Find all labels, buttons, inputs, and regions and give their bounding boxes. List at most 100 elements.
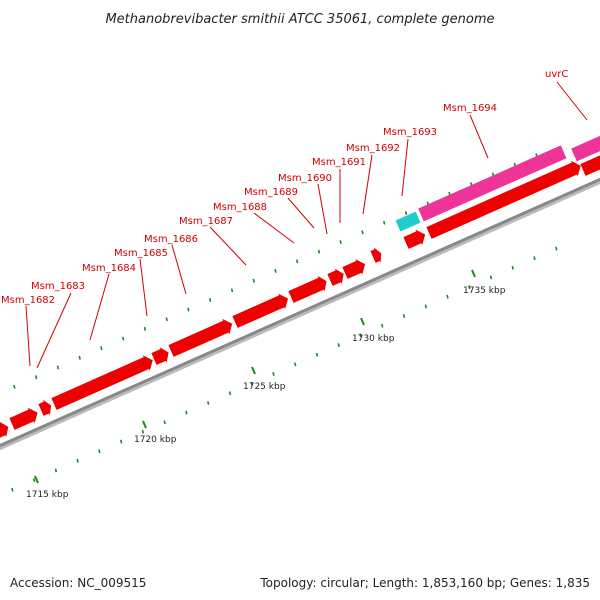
cds-feature-10 — [342, 259, 366, 279]
leader-msm-1686 — [171, 244, 187, 295]
lower-minor-tick-1 — [11, 487, 14, 492]
leader-msm-1687 — [209, 226, 247, 266]
gene-feature-msm-1694 — [418, 143, 568, 222]
gene-labels: Msm_1682 Msm_1683 Msm_1684 Msm_1685 Msm_… — [1, 69, 568, 306]
gene-label-msm-1693: Msm_1693 — [383, 127, 437, 138]
leader-uvrc — [556, 81, 588, 121]
gene-label-msm-1682: Msm_1682 — [1, 295, 55, 306]
leader-msm-1688 — [253, 212, 295, 244]
upper-minor-tick-5 — [100, 346, 103, 351]
lower-minor-tick-24 — [511, 265, 514, 270]
cds-feature-6 — [168, 318, 233, 357]
lower-minor-tick-14 — [294, 362, 297, 367]
tick-label-1725: 1725 kbp — [243, 382, 286, 392]
cds-feature-7 — [232, 293, 288, 328]
lower-minor-tick-23 — [489, 275, 493, 280]
lower-minor-tick-11 — [228, 391, 232, 396]
leader-msm-1683 — [36, 292, 72, 369]
lower-minor-tick-10 — [207, 401, 210, 405]
upper-minor-tick-4 — [78, 355, 81, 360]
upper-minor-tick-10 — [209, 298, 212, 302]
genome-summary-text: Topology: circular; Length: 1,853,160 bp… — [260, 576, 590, 590]
gene-label-msm-1694: Msm_1694 — [443, 103, 497, 114]
backbone — [0, 177, 600, 448]
tick-labels: 1715 kbp 1720 kbp 1725 kbp 1730 kbp 1735… — [26, 286, 506, 500]
cds-feature-13 — [426, 160, 581, 239]
backbone-shadow — [0, 180, 600, 451]
lower-minor-tick-21 — [446, 294, 449, 299]
upper-minor-tick-3 — [56, 365, 60, 370]
major-tick-1720 — [142, 420, 147, 429]
gene-label-msm-1691: Msm_1691 — [312, 157, 366, 168]
cds-feature-14 — [580, 155, 600, 176]
upper-minor-tick-1 — [13, 384, 16, 389]
leader-msm-1689 — [287, 197, 315, 229]
lower-minor-tick-4 — [76, 458, 79, 463]
upper-minor-tick-12 — [252, 278, 255, 283]
major-tick-1725 — [251, 366, 256, 375]
lower-minor-tick-15 — [315, 352, 319, 357]
upper-minor-tick-17 — [361, 230, 364, 235]
major-tick-1730 — [360, 317, 365, 326]
gene-label-uvrc: uvrC — [545, 69, 568, 80]
leader-msm-1694 — [469, 114, 489, 159]
leader-msm-1684 — [89, 273, 110, 341]
gene-label-msm-1688: Msm_1688 — [213, 202, 267, 213]
lower-minor-tick-5 — [98, 449, 101, 454]
cds-feature-2 — [9, 407, 38, 430]
upper-minor-tick-18 — [383, 220, 386, 225]
cds-feature-1 — [0, 421, 9, 438]
upper-minor-tick-19 — [404, 211, 408, 215]
label-leaders — [25, 81, 588, 369]
cds-feature-8 — [288, 275, 327, 303]
gene-label-msm-1685: Msm_1685 — [114, 248, 168, 259]
lower-minor-tick-25 — [533, 256, 536, 261]
lower-minor-tick-20 — [424, 304, 427, 309]
lower-minor-tick-7 — [141, 429, 145, 434]
lower-minor-tick-6 — [120, 439, 123, 444]
gene-label-msm-1690: Msm_1690 — [278, 173, 332, 184]
upper-minor-tick-2 — [35, 375, 38, 380]
gene-label-msm-1683: Msm_1683 — [31, 281, 85, 292]
upper-minor-tick-14 — [296, 259, 299, 264]
gene-label-msm-1684: Msm_1684 — [82, 263, 136, 274]
leader-msm-1693 — [401, 138, 409, 197]
lower-minor-tick-17 — [359, 333, 362, 338]
features — [0, 135, 600, 438]
cds-feature-3 — [38, 399, 52, 416]
cds-feature-11 — [370, 247, 382, 263]
accession-text: Accession: NC_009515 — [10, 576, 147, 590]
upper-minor-tick-13 — [274, 269, 277, 273]
gene-feature-uvrc — [571, 135, 600, 162]
major-ticks — [34, 269, 476, 484]
gene-label-msm-1692: Msm_1692 — [346, 143, 400, 154]
map-title: Methanobrevibacter smithii ATCC 35061, c… — [105, 12, 494, 27]
lower-minor-tick-16 — [337, 343, 340, 347]
cds-feature-12 — [403, 229, 426, 249]
tick-label-1715: 1715 kbp — [26, 490, 69, 500]
lower-minor-tick-18 — [381, 323, 384, 328]
upper-minor-tick-9 — [187, 307, 190, 312]
leader-msm-1685 — [139, 258, 148, 317]
cds-feature-4 — [51, 355, 153, 410]
tick-label-1735: 1735 kbp — [463, 286, 506, 296]
lower-minor-tick-9 — [185, 410, 188, 415]
rna-feature — [395, 211, 421, 232]
major-tick-1715 — [34, 475, 39, 484]
tick-label-1720: 1720 kbp — [134, 435, 177, 445]
lower-minor-tick-2 — [33, 478, 36, 483]
upper-minor-tick-6 — [122, 336, 125, 341]
major-tick-1735 — [471, 269, 476, 278]
lower-minor-tick-22 — [468, 285, 471, 290]
leader-msm-1682 — [25, 305, 31, 367]
lower-minor-tick-3 — [54, 468, 58, 473]
leader-msm-1692 — [362, 154, 373, 215]
leader-msm-1690 — [317, 183, 328, 235]
upper-minor-tick-15 — [317, 249, 321, 254]
lower-minor-tick-8 — [163, 420, 166, 425]
upper-minor-tick-8 — [165, 317, 168, 322]
gene-label-msm-1687: Msm_1687 — [179, 216, 233, 227]
upper-minor-tick-16 — [339, 240, 342, 244]
gene-label-msm-1689: Msm_1689 — [244, 187, 298, 198]
